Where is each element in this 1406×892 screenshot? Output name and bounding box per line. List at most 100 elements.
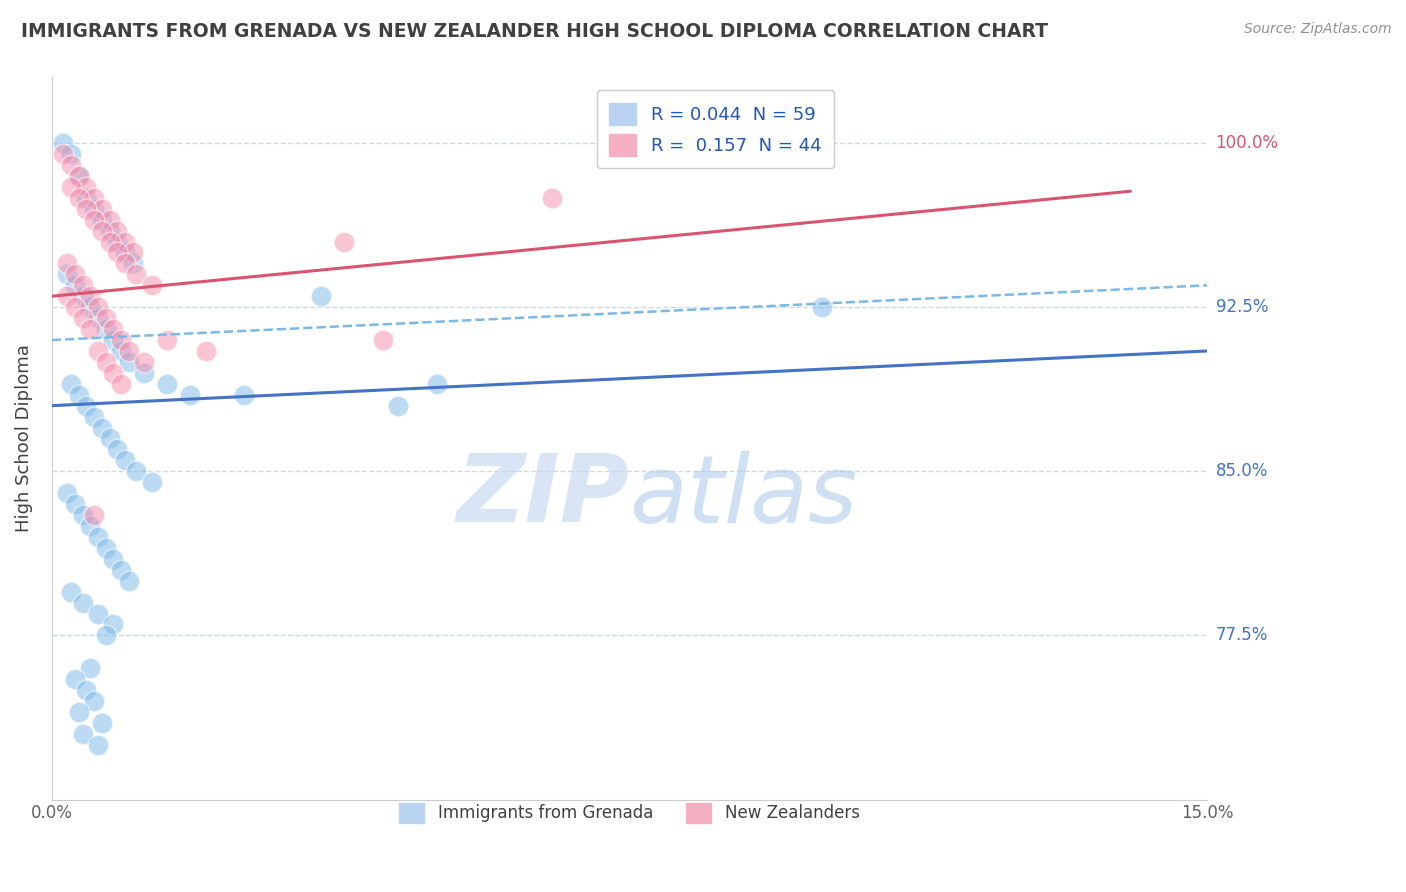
- Point: [79, 300, 101, 314]
- Point: [90, 212, 112, 227]
- Point: [63, 672, 86, 686]
- Text: ZIP: ZIP: [457, 450, 630, 542]
- Point: [63, 268, 86, 282]
- Point: [110, 343, 132, 358]
- Point: [98, 224, 121, 238]
- Text: 100.0%: 100.0%: [1216, 134, 1278, 152]
- Point: [67, 169, 90, 183]
- Point: [233, 388, 256, 402]
- Point: [98, 432, 121, 446]
- Point: [141, 278, 163, 293]
- Point: [156, 333, 179, 347]
- Point: [56, 289, 79, 303]
- Point: [83, 508, 105, 522]
- Point: [72, 289, 94, 303]
- Point: [134, 366, 156, 380]
- Point: [67, 169, 90, 183]
- Point: [98, 212, 121, 227]
- Point: [67, 191, 90, 205]
- Point: [114, 256, 136, 270]
- Point: [72, 508, 94, 522]
- Point: [110, 376, 132, 391]
- Point: [105, 245, 128, 260]
- Point: [60, 376, 83, 391]
- Point: [56, 486, 79, 500]
- Point: [60, 158, 83, 172]
- Point: [94, 322, 117, 336]
- Point: [141, 475, 163, 490]
- Point: [94, 355, 117, 369]
- Point: [87, 343, 110, 358]
- Text: 92.5%: 92.5%: [1216, 298, 1268, 316]
- Point: [103, 322, 125, 336]
- Point: [118, 574, 141, 588]
- Point: [60, 147, 83, 161]
- Point: [311, 289, 333, 303]
- Point: [118, 355, 141, 369]
- Point: [83, 191, 105, 205]
- Point: [83, 409, 105, 424]
- Point: [103, 366, 125, 380]
- Point: [134, 355, 156, 369]
- Point: [75, 191, 97, 205]
- Point: [75, 683, 97, 698]
- Legend: Immigrants from Grenada, New Zealanders: Immigrants from Grenada, New Zealanders: [388, 791, 872, 835]
- Point: [541, 191, 564, 205]
- Point: [114, 453, 136, 467]
- Point: [52, 147, 75, 161]
- Point: [83, 202, 105, 216]
- Point: [103, 551, 125, 566]
- Point: [79, 289, 101, 303]
- Point: [371, 333, 394, 347]
- Point: [72, 278, 94, 293]
- Text: IMMIGRANTS FROM GRENADA VS NEW ZEALANDER HIGH SCHOOL DIPLOMA CORRELATION CHART: IMMIGRANTS FROM GRENADA VS NEW ZEALANDER…: [21, 22, 1047, 41]
- Point: [811, 300, 834, 314]
- Point: [333, 235, 356, 249]
- Point: [179, 388, 201, 402]
- Point: [90, 715, 112, 730]
- Text: 77.5%: 77.5%: [1216, 626, 1268, 644]
- Point: [98, 235, 121, 249]
- Point: [94, 541, 117, 555]
- Point: [72, 596, 94, 610]
- Point: [79, 519, 101, 533]
- Point: [60, 179, 83, 194]
- Point: [75, 399, 97, 413]
- Point: [156, 376, 179, 391]
- Point: [194, 343, 217, 358]
- Point: [105, 442, 128, 457]
- Point: [94, 311, 117, 326]
- Text: Source: ZipAtlas.com: Source: ZipAtlas.com: [1244, 22, 1392, 37]
- Point: [87, 738, 110, 752]
- Point: [60, 584, 83, 599]
- Point: [87, 607, 110, 621]
- Point: [67, 705, 90, 719]
- Point: [87, 300, 110, 314]
- Point: [56, 268, 79, 282]
- Point: [63, 278, 86, 293]
- Point: [72, 727, 94, 741]
- Point: [75, 202, 97, 216]
- Point: [105, 224, 128, 238]
- Point: [103, 333, 125, 347]
- Point: [121, 245, 143, 260]
- Point: [67, 388, 90, 402]
- Point: [63, 497, 86, 511]
- Point: [121, 256, 143, 270]
- Point: [125, 268, 148, 282]
- Point: [83, 694, 105, 708]
- Point: [87, 530, 110, 544]
- Text: atlas: atlas: [630, 450, 858, 541]
- Point: [94, 628, 117, 642]
- Point: [79, 661, 101, 675]
- Point: [72, 311, 94, 326]
- Point: [90, 224, 112, 238]
- Point: [387, 399, 409, 413]
- Point: [87, 311, 110, 326]
- Point: [114, 235, 136, 249]
- Point: [90, 202, 112, 216]
- Point: [63, 300, 86, 314]
- Point: [125, 464, 148, 478]
- Point: [75, 179, 97, 194]
- Point: [56, 256, 79, 270]
